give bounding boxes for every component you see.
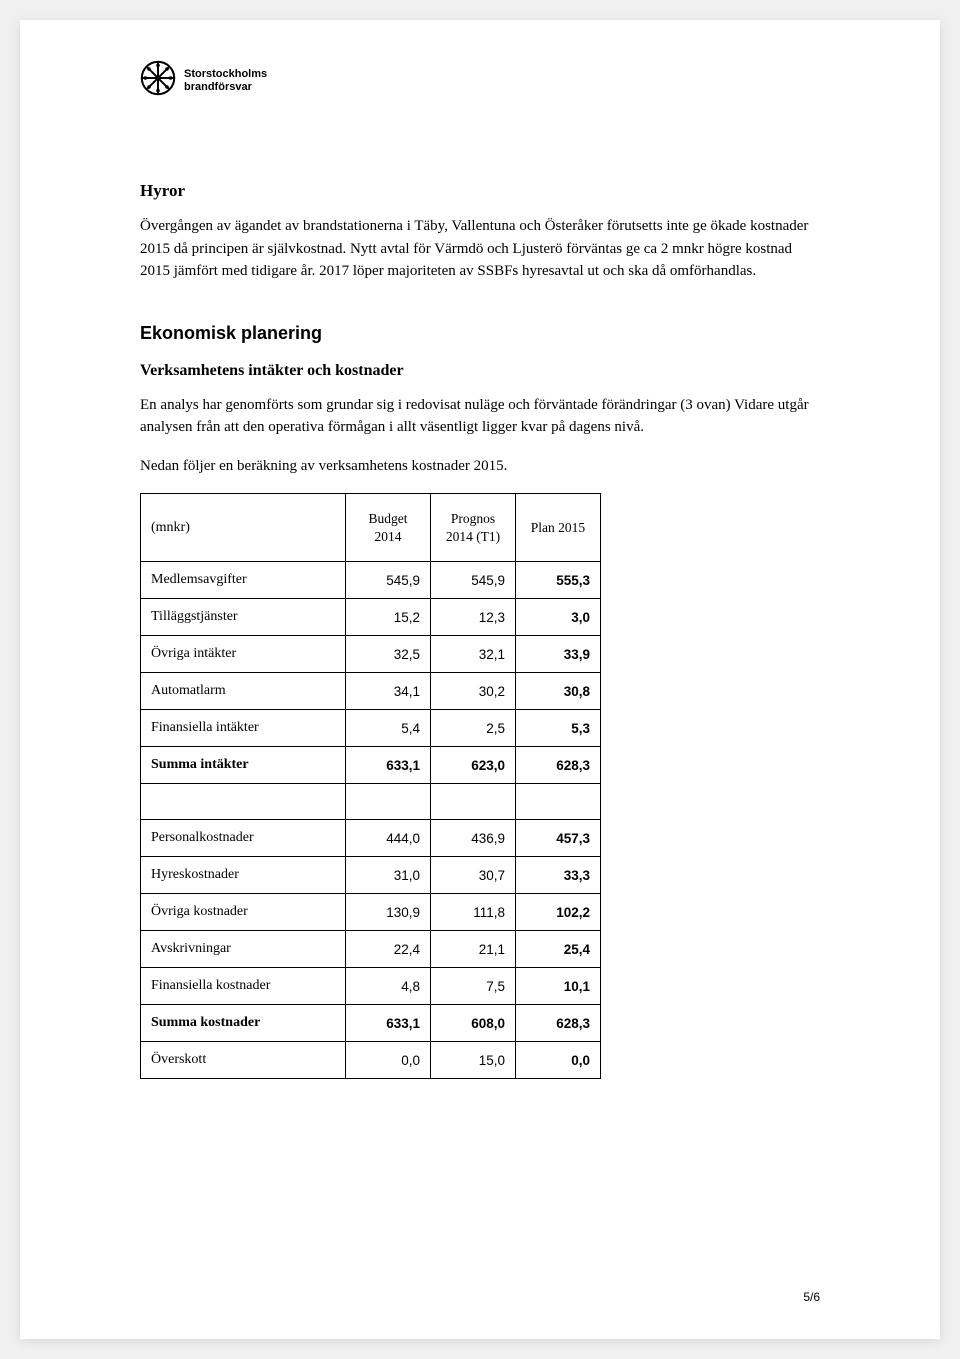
row-budget: 5,4	[346, 710, 431, 747]
row-label: Tilläggstjänster	[141, 599, 346, 636]
table-row: Tilläggstjänster15,212,33,0	[141, 599, 601, 636]
paragraph-nedan: Nedan följer en beräkning av verksamhete…	[140, 455, 820, 478]
cost-table-wrap: (mnkr) Budget 2014 Prognos 2014 (T1) Pla…	[140, 493, 820, 1079]
row-prognos: 2,5	[431, 710, 516, 747]
empty-cell	[141, 784, 346, 820]
table-row: Hyreskostnader31,030,733,3	[141, 857, 601, 894]
row-label: Övriga kostnader	[141, 894, 346, 931]
row-plan: 5,3	[516, 710, 601, 747]
row-label: Summa intäkter	[141, 747, 346, 784]
table-row: Avskrivningar22,421,125,4	[141, 931, 601, 968]
empty-cell	[346, 784, 431, 820]
row-plan: 0,0	[516, 1042, 601, 1079]
heading-ekonomisk-planering: Ekonomisk planering	[140, 323, 820, 344]
row-plan: 30,8	[516, 673, 601, 710]
table-row: Övriga intäkter32,532,133,9	[141, 636, 601, 673]
header-prognos: Prognos 2014 (T1)	[431, 494, 516, 562]
row-prognos: 111,8	[431, 894, 516, 931]
row-prognos: 30,7	[431, 857, 516, 894]
row-prognos: 32,1	[431, 636, 516, 673]
subheading-verksamhetens: Verksamhetens intäkter och kostnader	[140, 362, 820, 380]
row-budget: 633,1	[346, 747, 431, 784]
row-prognos: 608,0	[431, 1005, 516, 1042]
table-row: Överskott0,015,00,0	[141, 1042, 601, 1079]
row-budget: 34,1	[346, 673, 431, 710]
row-budget: 31,0	[346, 857, 431, 894]
header-budget: Budget 2014	[346, 494, 431, 562]
row-budget: 130,9	[346, 894, 431, 931]
table-row: Övriga kostnader130,9111,8102,2	[141, 894, 601, 931]
row-prognos: 15,0	[431, 1042, 516, 1079]
row-budget: 444,0	[346, 820, 431, 857]
header-plan: Plan 2015	[516, 494, 601, 562]
paragraph-hyror: Övergången av ägandet av brandstationern…	[140, 215, 820, 283]
row-label: Finansiella kostnader	[141, 968, 346, 1005]
table-row: Personalkostnader444,0436,9457,3	[141, 820, 601, 857]
row-plan: 628,3	[516, 1005, 601, 1042]
row-plan: 628,3	[516, 747, 601, 784]
paragraph-analys: En analys har genomförts som grundar sig…	[140, 394, 820, 439]
row-plan: 25,4	[516, 931, 601, 968]
cost-table: (mnkr) Budget 2014 Prognos 2014 (T1) Pla…	[140, 493, 601, 1079]
row-budget: 633,1	[346, 1005, 431, 1042]
row-label: Finansiella intäkter	[141, 710, 346, 747]
row-label: Medlemsavgifter	[141, 562, 346, 599]
logo-text-line1: Storstockholms	[184, 68, 267, 80]
row-prognos: 545,9	[431, 562, 516, 599]
row-label: Personalkostnader	[141, 820, 346, 857]
row-plan: 33,9	[516, 636, 601, 673]
row-plan: 555,3	[516, 562, 601, 599]
row-label: Summa kostnader	[141, 1005, 346, 1042]
empty-cell	[431, 784, 516, 820]
table-row: Finansiella kostnader4,87,510,1	[141, 968, 601, 1005]
heading-hyror: Hyror	[140, 181, 820, 201]
row-budget: 0,0	[346, 1042, 431, 1079]
table-row: Automatlarm34,130,230,8	[141, 673, 601, 710]
row-budget: 22,4	[346, 931, 431, 968]
row-label: Överskott	[141, 1042, 346, 1079]
row-budget: 32,5	[346, 636, 431, 673]
logo-text: Storstockholms brandförsvar	[184, 68, 267, 92]
row-label: Automatlarm	[141, 673, 346, 710]
table-header-row: (mnkr) Budget 2014 Prognos 2014 (T1) Pla…	[141, 494, 601, 562]
row-budget: 545,9	[346, 562, 431, 599]
row-plan: 3,0	[516, 599, 601, 636]
row-prognos: 30,2	[431, 673, 516, 710]
document-page: Storstockholms brandförsvar Hyror Övergå…	[20, 20, 940, 1339]
header-unit: (mnkr)	[141, 494, 346, 562]
row-label: Övriga intäkter	[141, 636, 346, 673]
row-plan: 33,3	[516, 857, 601, 894]
row-prognos: 436,9	[431, 820, 516, 857]
row-label: Hyreskostnader	[141, 857, 346, 894]
row-plan: 457,3	[516, 820, 601, 857]
brandforsvar-logo-icon	[140, 60, 176, 101]
empty-cell	[516, 784, 601, 820]
row-prognos: 623,0	[431, 747, 516, 784]
row-budget: 4,8	[346, 968, 431, 1005]
row-prognos: 21,1	[431, 931, 516, 968]
row-plan: 102,2	[516, 894, 601, 931]
row-prognos: 12,3	[431, 599, 516, 636]
table-row: Medlemsavgifter545,9545,9555,3	[141, 562, 601, 599]
page-number: 5/6	[803, 1290, 820, 1304]
table-row	[141, 784, 601, 820]
table-row: Summa intäkter633,1623,0628,3	[141, 747, 601, 784]
row-budget: 15,2	[346, 599, 431, 636]
table-row: Summa kostnader633,1608,0628,3	[141, 1005, 601, 1042]
row-plan: 10,1	[516, 968, 601, 1005]
table-row: Finansiella intäkter5,42,55,3	[141, 710, 601, 747]
row-label: Avskrivningar	[141, 931, 346, 968]
logo-area: Storstockholms brandförsvar	[140, 60, 820, 101]
row-prognos: 7,5	[431, 968, 516, 1005]
logo-text-line2: brandförsvar	[184, 81, 267, 93]
